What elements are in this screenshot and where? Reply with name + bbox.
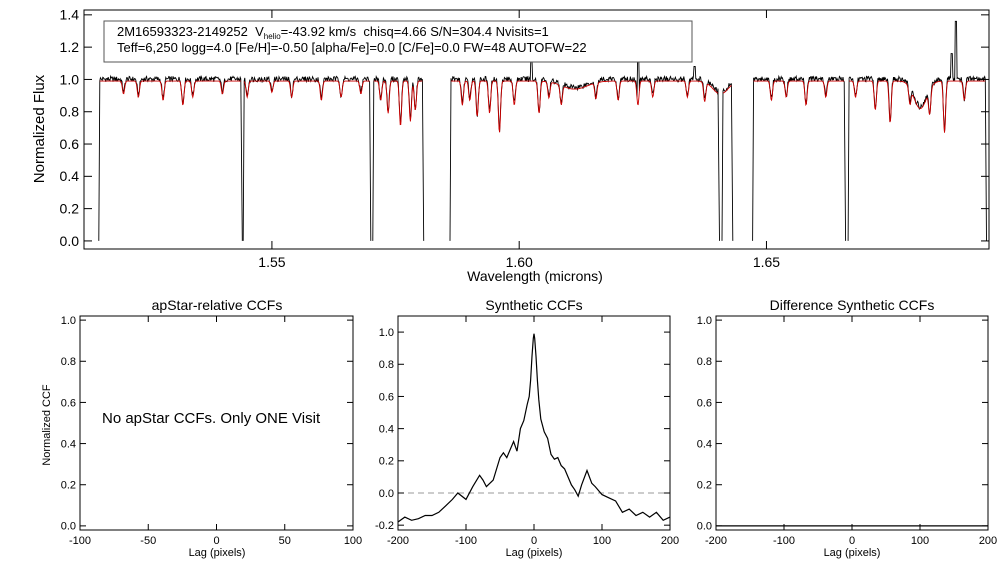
star-id: 2M16593323-2149252 xyxy=(117,24,248,39)
x-tick-label: -200 xyxy=(705,535,727,547)
y-tick-label: 0.8 xyxy=(60,104,80,120)
x-tick-label: 50 xyxy=(279,535,291,547)
observed-chip-trace xyxy=(721,83,734,241)
x-tick-label: 1.55 xyxy=(258,254,285,270)
model-chip-trace xyxy=(849,80,986,133)
spectrum-info-line2: Teff=6,250 logg=4.0 [Fe/H]=-0.50 [alpha/… xyxy=(117,40,587,55)
x-tick-label: 0 xyxy=(531,535,537,547)
synthetic-xlabel: Lag (pixels) xyxy=(506,547,563,559)
difference-ticks: -200 -100 0 100 200 0.0 0.2 0.4 0.6 0.8 1.0 xyxy=(697,315,997,547)
apstar-plot-frame xyxy=(79,315,354,531)
x-tick-label: 100 xyxy=(344,535,362,547)
observed-chip-trace xyxy=(752,74,847,241)
spectrum-xlabel: Wavelength (microns) xyxy=(467,268,603,284)
y-tick-label: 0.6 xyxy=(379,391,394,403)
spectrum-model-lines xyxy=(99,80,986,133)
spectrum-plot-frame xyxy=(83,9,990,250)
y-tick-label: 0.2 xyxy=(379,456,394,468)
model-chip-trace xyxy=(753,80,845,107)
fit-stats: chisq=4.66 S/N=304.4 Nvisits=1 xyxy=(363,24,548,39)
apstar-ticks: -100 -50 0 50 100 0.0 0.2 0.4 0.6 0.8 1.0 xyxy=(61,315,362,547)
model-chip-trace xyxy=(373,80,423,126)
synthetic-ticks: -200 -100 0 100 200 -0.2 0.0 0.2 0.4 0.6 0.8 1.0 xyxy=(375,316,679,547)
y-tick-label: 0.0 xyxy=(61,521,76,533)
y-tick-label: 0.4 xyxy=(379,423,394,435)
y-tick-label: 0.8 xyxy=(379,359,394,371)
y-tick-label: 1.2 xyxy=(60,39,80,55)
spectrum-panel: 1.55 1.60 1.65 0.0 0.2 0.4 0.6 0.8 1.0 1.2 1.4 2M1… xyxy=(31,7,990,284)
y-tick-label: 0.4 xyxy=(61,438,76,450)
observed-chip-trace xyxy=(242,74,372,241)
model-chip-trace xyxy=(243,80,370,101)
x-tick-label: 200 xyxy=(979,535,997,547)
x-tick-label: 100 xyxy=(593,535,611,547)
y-tick-label: 0.2 xyxy=(61,480,76,492)
synthetic-ccf-panel: -200 -100 0 100 200 -0.2 0.0 0.2 0.4 0.6 0.8 1.0 Sy… xyxy=(375,297,679,559)
x-tick-label: -100 xyxy=(773,535,795,547)
difference-ccf-panel: -200 -100 0 100 200 0.0 0.2 0.4 0.6 0.8 1.0 Differ… xyxy=(697,297,997,559)
vhelio-label: V xyxy=(255,24,264,39)
model-chip-trace xyxy=(99,80,241,106)
apstar-title: apStar-relative CCFs xyxy=(152,297,283,313)
y-tick-label: 0.0 xyxy=(379,488,394,500)
y-tick-label: 1.0 xyxy=(61,315,76,327)
model-chip-trace xyxy=(451,80,719,133)
y-tick-label: 0.4 xyxy=(60,168,80,184)
difference-xlabel: Lag (pixels) xyxy=(824,547,881,559)
y-tick-label: 0.6 xyxy=(60,136,80,152)
vhelio-value: =-43.92 km/s xyxy=(281,24,357,39)
y-tick-label: 0.8 xyxy=(697,356,712,368)
spectrum-info-box xyxy=(103,20,693,63)
synthetic-plot-frame xyxy=(397,315,671,531)
x-tick-label: 1.65 xyxy=(753,254,780,270)
model-chip-trace xyxy=(722,85,732,94)
x-tick-label: 100 xyxy=(911,535,929,547)
spectrum-ylabel: Normalized Flux xyxy=(31,74,48,183)
synthetic-ccf-line xyxy=(397,333,671,523)
y-tick-label: 1.0 xyxy=(60,71,80,87)
y-tick-label: -0.2 xyxy=(375,520,394,532)
apstar-ccf-panel: -100 -50 0 50 100 0.0 0.2 0.4 0.6 0.8 1.0 apStar-r… xyxy=(41,297,362,559)
observed-chip-trace xyxy=(847,20,987,241)
x-tick-label: -200 xyxy=(387,535,409,547)
x-tick-label: -50 xyxy=(140,535,156,547)
spectrum-info-line1: 2M16593323-2149252 Vhelio=-43.92 km/s ch… xyxy=(117,24,549,41)
difference-plot-frame xyxy=(715,315,989,531)
y-tick-label: 1.4 xyxy=(60,7,80,23)
y-tick-label: 1.0 xyxy=(379,327,394,339)
x-tick-label: -100 xyxy=(69,535,91,547)
x-tick-label: 0 xyxy=(849,535,855,547)
synthetic-title: Synthetic CCFs xyxy=(485,297,582,313)
y-tick-label: 0.6 xyxy=(61,397,76,409)
apstar-ylabel: Normalized CCF xyxy=(41,384,53,466)
x-tick-label: 200 xyxy=(661,535,679,547)
y-tick-label: 0.4 xyxy=(697,438,712,450)
vhelio-subscript: helio xyxy=(264,32,281,41)
y-tick-label: 0.0 xyxy=(60,233,80,249)
apstar-message: No apStar CCFs. Only ONE Visit xyxy=(102,410,321,427)
spectrum-ticks: 1.55 1.60 1.65 0.0 0.2 0.4 0.6 0.8 1.0 1.2 1.4 xyxy=(60,7,989,270)
difference-title: Difference Synthetic CCFs xyxy=(770,297,935,313)
y-tick-label: 0.8 xyxy=(61,356,76,368)
y-tick-label: 1.0 xyxy=(697,315,712,327)
y-tick-label: 0.6 xyxy=(697,397,712,409)
x-tick-label: 1.60 xyxy=(506,254,533,270)
observed-chip-trace xyxy=(98,74,243,241)
x-tick-label: -100 xyxy=(455,535,477,547)
y-tick-label: 0.2 xyxy=(60,201,80,217)
y-tick-label: 0.0 xyxy=(697,521,712,533)
y-tick-label: 0.2 xyxy=(697,480,712,492)
x-tick-label: 0 xyxy=(213,535,219,547)
apstar-xlabel: Lag (pixels) xyxy=(189,547,246,559)
